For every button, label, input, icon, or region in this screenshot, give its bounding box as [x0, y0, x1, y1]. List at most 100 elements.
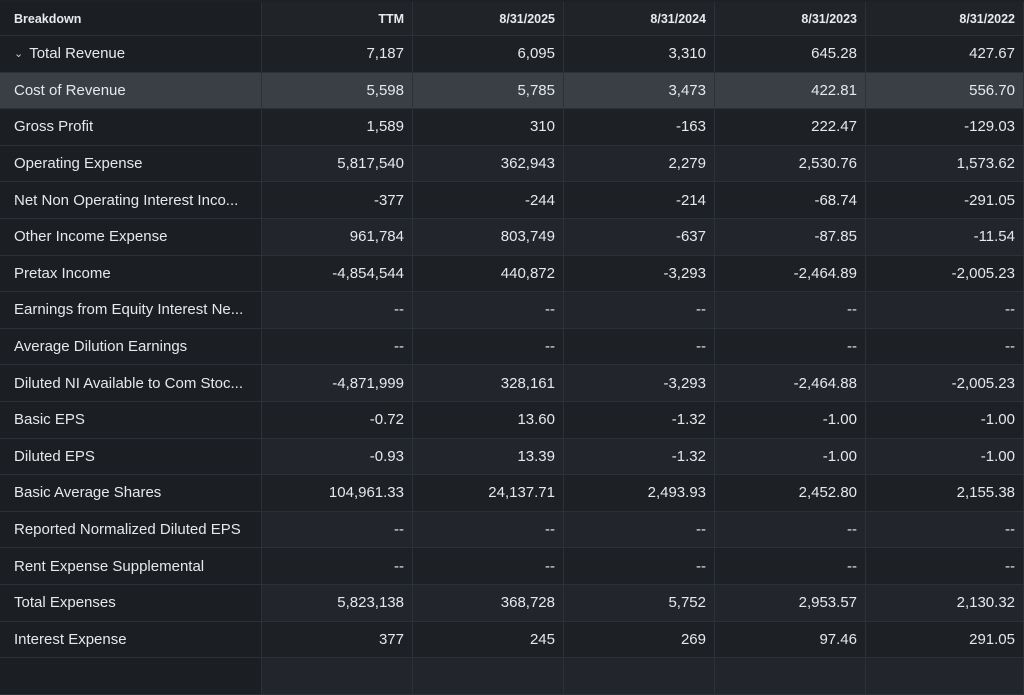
- chevron-down-icon[interactable]: ⌄: [14, 48, 24, 61]
- row-label: Gross Profit: [14, 118, 94, 136]
- header-2023[interactable]: 8/31/2023: [715, 2, 866, 36]
- value-cell: --: [413, 548, 564, 585]
- value-cell: --: [564, 328, 715, 366]
- value-cell: -244: [413, 182, 564, 219]
- value-cell: -4,871,999: [262, 365, 413, 402]
- value-cell: 222.47: [715, 109, 866, 146]
- value-cell: 5,598: [262, 72, 413, 110]
- row-label: Average Dilution Earnings: [14, 338, 188, 356]
- header-ttm[interactable]: TTM: [262, 2, 413, 36]
- value-cell: 362,943: [413, 145, 564, 183]
- header-2025[interactable]: 8/31/2025: [413, 2, 564, 36]
- value-cell: 368,728: [413, 584, 564, 622]
- value-cell: 104,961.33: [262, 475, 413, 512]
- value-cell: --: [564, 292, 715, 329]
- row-label-cell[interactable]: Cost of Revenue: [0, 72, 262, 110]
- value-cell: -637: [564, 218, 715, 256]
- value-cell: -1.00: [715, 401, 866, 439]
- row-label: Operating Expense: [14, 155, 143, 173]
- row-label-cell[interactable]: Average Dilution Earnings: [0, 328, 262, 366]
- row-label: Rent Expense Supplemental: [14, 557, 205, 575]
- row-label-cell[interactable]: Interest Expense: [0, 621, 262, 659]
- row-label: Reported Normalized Diluted EPS: [14, 521, 241, 539]
- value-cell: 556.70: [866, 72, 1024, 110]
- row-label-cell[interactable]: Net Non Operating Interest Inco...: [0, 182, 262, 219]
- value-cell: 427.67: [866, 36, 1024, 73]
- value-cell: --: [413, 292, 564, 329]
- value-cell: 5,785: [413, 72, 564, 110]
- value-cell: --: [715, 548, 866, 585]
- value-cell: 2,530.76: [715, 145, 866, 183]
- row-label-cell[interactable]: Other Income Expense: [0, 218, 262, 256]
- value-cell: [564, 658, 715, 695]
- row-label-cell[interactable]: Diluted NI Available to Com Stoc...: [0, 365, 262, 402]
- value-cell: -2,005.23: [866, 255, 1024, 293]
- value-cell: --: [262, 511, 413, 549]
- value-cell: 6,095: [413, 36, 564, 73]
- value-cell: 7,187: [262, 36, 413, 73]
- row-label-cell[interactable]: Earnings from Equity Interest Ne...: [0, 292, 262, 329]
- header-breakdown[interactable]: Breakdown: [0, 2, 262, 36]
- value-cell: [866, 658, 1024, 695]
- header-2024[interactable]: 8/31/2024: [564, 2, 715, 36]
- value-cell: --: [413, 511, 564, 549]
- value-cell: --: [866, 328, 1024, 366]
- value-cell: [262, 658, 413, 695]
- value-cell: --: [866, 511, 1024, 549]
- value-cell: 2,452.80: [715, 475, 866, 512]
- value-cell: 5,823,138: [262, 584, 413, 622]
- row-label-cell[interactable]: Operating Expense: [0, 145, 262, 183]
- value-cell: 269: [564, 621, 715, 659]
- row-label: Other Income Expense: [14, 228, 168, 246]
- row-label-cell[interactable]: ⌄ Total Revenue: [0, 36, 262, 73]
- value-cell: [413, 658, 564, 695]
- value-cell: 2,953.57: [715, 584, 866, 622]
- row-label: Basic Average Shares: [14, 484, 162, 502]
- value-cell: -129.03: [866, 109, 1024, 146]
- value-cell: 377: [262, 621, 413, 659]
- value-cell: -3,293: [564, 255, 715, 293]
- value-cell: -2,005.23: [866, 365, 1024, 402]
- value-cell: -4,854,544: [262, 255, 413, 293]
- value-cell: 328,161: [413, 365, 564, 402]
- value-cell: -2,464.89: [715, 255, 866, 293]
- value-cell: 13.60: [413, 401, 564, 439]
- value-cell: 422.81: [715, 72, 866, 110]
- row-label-cell[interactable]: Basic Average Shares: [0, 475, 262, 512]
- value-cell: -11.54: [866, 218, 1024, 256]
- row-label-cell[interactable]: Reported Normalized Diluted EPS: [0, 511, 262, 549]
- value-cell: 803,749: [413, 218, 564, 256]
- value-cell: [715, 658, 866, 695]
- value-cell: 97.46: [715, 621, 866, 659]
- value-cell: --: [715, 328, 866, 366]
- value-cell: 1,573.62: [866, 145, 1024, 183]
- value-cell: 24,137.71: [413, 475, 564, 512]
- row-label-cell[interactable]: Rent Expense Supplemental: [0, 548, 262, 585]
- value-cell: 5,752: [564, 584, 715, 622]
- row-label-cell[interactable]: Diluted EPS: [0, 438, 262, 476]
- value-cell: -1.00: [715, 438, 866, 476]
- value-cell: 961,784: [262, 218, 413, 256]
- row-label-cell[interactable]: Pretax Income: [0, 255, 262, 293]
- row-label-cell[interactable]: Gross Profit: [0, 109, 262, 146]
- value-cell: 2,493.93: [564, 475, 715, 512]
- value-cell: --: [866, 548, 1024, 585]
- row-label: Total Revenue: [29, 45, 126, 63]
- header-2022[interactable]: 8/31/2022: [866, 2, 1024, 36]
- value-cell: --: [262, 292, 413, 329]
- row-label: Net Non Operating Interest Inco...: [14, 191, 239, 209]
- row-label-cell[interactable]: Total Expenses: [0, 584, 262, 622]
- value-cell: -214: [564, 182, 715, 219]
- row-label: Basic EPS: [14, 411, 85, 429]
- value-cell: 245: [413, 621, 564, 659]
- row-label-cell[interactable]: [0, 658, 262, 695]
- value-cell: --: [262, 548, 413, 585]
- row-label: Earnings from Equity Interest Ne...: [14, 301, 244, 319]
- row-label-cell[interactable]: Basic EPS: [0, 401, 262, 439]
- value-cell: -87.85: [715, 218, 866, 256]
- value-cell: 645.28: [715, 36, 866, 73]
- value-cell: 2,155.38: [866, 475, 1024, 512]
- value-cell: 2,279: [564, 145, 715, 183]
- value-cell: --: [564, 511, 715, 549]
- value-cell: 1,589: [262, 109, 413, 146]
